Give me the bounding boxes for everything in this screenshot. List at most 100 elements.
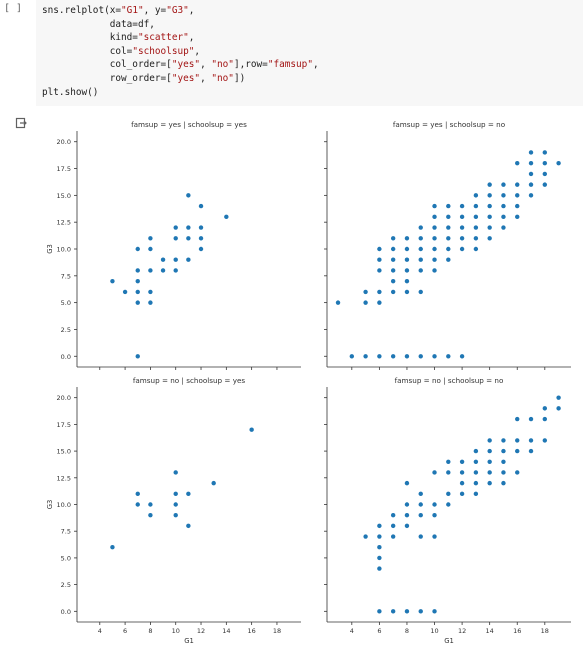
data-point	[487, 214, 492, 220]
data-point	[390, 609, 396, 614]
x-tick-label: 6	[123, 627, 127, 635]
code-token: ],row=	[233, 59, 268, 71]
data-point	[542, 182, 548, 187]
data-point	[390, 236, 396, 241]
code-token: ,	[188, 32, 195, 44]
data-point	[198, 225, 204, 230]
data-point	[432, 502, 437, 507]
y-tick-label: 12.5	[57, 474, 71, 482]
y-tick-label: 7.5	[61, 528, 71, 536]
data-point	[542, 416, 548, 422]
data-point	[390, 278, 396, 284]
y-tick-label: 2.5	[61, 326, 71, 334]
data-point	[446, 246, 451, 252]
data-point	[418, 491, 423, 497]
x-axis-label: G1	[444, 637, 454, 645]
data-point	[173, 491, 178, 497]
data-point	[377, 289, 382, 295]
data-point	[446, 502, 451, 507]
data-point	[186, 236, 191, 241]
data-point	[446, 203, 451, 209]
data-point	[446, 491, 451, 497]
data-point	[528, 448, 534, 454]
y-axis-label: G3	[46, 244, 54, 254]
data-point	[418, 512, 423, 518]
data-point	[110, 278, 115, 284]
y-tick-label: 7.5	[61, 272, 71, 280]
code-editor[interactable]: sns.relplot(x="G1", y="G3", data=df, kin…	[36, 0, 583, 106]
data-point	[473, 448, 479, 454]
data-point	[404, 278, 410, 284]
data-point	[446, 470, 451, 475]
output-icon[interactable]	[15, 117, 27, 129]
x-tick-label: 8	[148, 627, 152, 635]
y-tick-label: 0.0	[61, 608, 71, 616]
code-token: ,	[312, 59, 319, 71]
data-point	[135, 268, 140, 273]
data-point	[446, 459, 451, 464]
code-string: "no"	[211, 72, 234, 84]
run-cell-button[interactable]: [ ]	[4, 3, 23, 14]
x-tick-label: 8	[405, 627, 409, 635]
data-point	[404, 268, 410, 273]
data-point	[515, 416, 520, 422]
data-point	[473, 236, 479, 241]
data-point	[173, 236, 178, 241]
data-point	[528, 438, 534, 443]
code-string: "yes"	[171, 59, 201, 71]
data-point	[148, 246, 153, 252]
code-token: plt.show()	[42, 86, 99, 98]
data-point	[446, 214, 451, 220]
data-point	[487, 225, 492, 230]
data-point	[135, 502, 140, 507]
data-point	[377, 566, 382, 571]
x-tick-label: 6	[377, 627, 381, 635]
data-point	[160, 257, 166, 262]
data-point	[404, 523, 410, 529]
data-point	[542, 150, 548, 155]
data-point	[377, 354, 382, 359]
data-point	[377, 545, 382, 550]
data-point	[404, 354, 410, 359]
code-line: data=df,	[42, 19, 155, 30]
code-token: , y=	[143, 5, 167, 16]
data-point	[173, 257, 178, 262]
code-token: ,	[188, 5, 195, 16]
data-point	[515, 438, 520, 443]
data-point	[404, 236, 410, 241]
data-point	[501, 438, 506, 443]
panel-title: famsup = yes | schoolsup = yes	[131, 120, 247, 129]
data-point	[528, 150, 534, 155]
data-point	[459, 459, 465, 464]
code-string: "scatter"	[137, 32, 189, 44]
data-point	[515, 160, 520, 166]
data-point	[501, 203, 506, 209]
data-point	[377, 523, 382, 529]
x-tick-label: 14	[222, 627, 230, 635]
data-point	[446, 225, 451, 230]
data-point	[459, 214, 465, 220]
x-tick-label: 12	[458, 627, 466, 635]
code-line: row_order=["yes", "no"])	[42, 72, 246, 84]
x-tick-label: 12	[197, 627, 205, 635]
data-point	[501, 225, 506, 230]
data-point	[186, 193, 191, 198]
data-point	[432, 534, 437, 539]
panel-title: famsup = no | schoolsup = no	[395, 376, 504, 385]
data-point	[211, 480, 216, 486]
data-point	[459, 246, 465, 252]
code-token: col_order=[	[42, 59, 172, 71]
code-line: sns.relplot(x="G1", y="G3",	[42, 5, 194, 16]
code-token: sns.relplot(x=	[42, 5, 122, 16]
x-axis-label: G1	[184, 637, 194, 645]
y-tick-label: 15.0	[57, 192, 71, 200]
x-tick-label: 4	[98, 627, 102, 635]
data-point	[473, 225, 479, 230]
data-point	[459, 470, 465, 475]
data-point	[135, 491, 140, 497]
code-token: col=	[42, 45, 133, 57]
code-string: "yes"	[171, 72, 201, 84]
data-point	[404, 512, 410, 518]
data-point	[377, 268, 382, 273]
